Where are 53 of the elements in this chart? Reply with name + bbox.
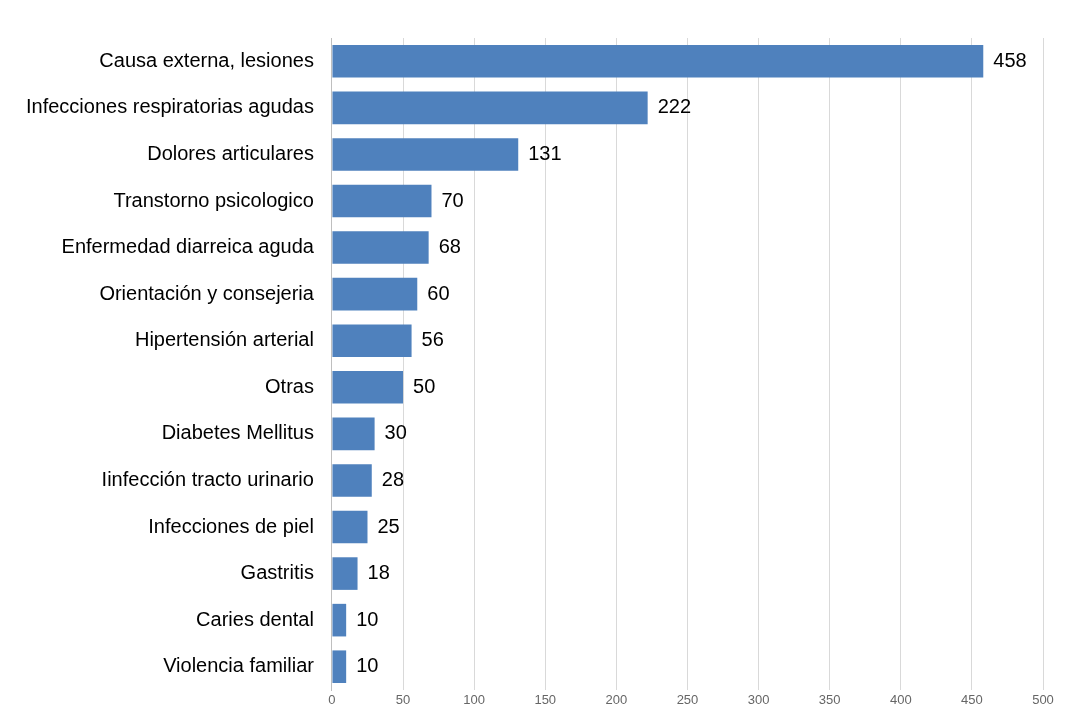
data-label: 458	[993, 48, 1027, 71]
data-label: 222	[657, 95, 692, 118]
y-tick-label: Violencia familiar	[163, 654, 315, 677]
bar	[332, 603, 347, 637]
data-label: 70	[441, 188, 464, 211]
data-label: 25	[377, 514, 400, 537]
x-tick-label: 200	[605, 692, 628, 708]
x-tick-label: 250	[676, 692, 699, 708]
x-tick-label: 100	[463, 692, 485, 708]
y-tick-label: Infecciones de piel	[148, 514, 314, 537]
x-tick-label: 50	[395, 692, 411, 708]
bar	[332, 231, 429, 264]
y-tick-label: Gastritis	[240, 561, 314, 584]
data-label: 28	[381, 467, 405, 490]
bar	[332, 557, 358, 590]
data-label: 60	[427, 281, 450, 304]
x-tick-label: 500	[1032, 692, 1054, 708]
data-label: 10	[356, 607, 379, 630]
data-label: 131	[528, 141, 562, 164]
bar	[332, 44, 984, 78]
x-tick-label: 300	[747, 692, 770, 708]
y-tick-label: Diabetes Mellitus	[161, 421, 314, 444]
bar	[332, 91, 648, 125]
x-tick-label: 0	[328, 692, 336, 708]
y-tick-label: Causa externa, lesiones	[99, 48, 314, 71]
data-label: 50	[413, 374, 436, 397]
bar	[332, 324, 412, 358]
data-label: 18	[367, 561, 390, 584]
x-tick-label: 450	[961, 692, 983, 708]
y-tick-label: Infecciones respiratorias agudas	[25, 95, 314, 118]
y-tick-label: Orientación y consejeria	[99, 281, 315, 304]
y-tick-label: Caries dental	[196, 607, 314, 630]
y-tick-label: Dolores articulares	[147, 141, 314, 164]
x-tick-label: 400	[889, 692, 912, 708]
y-tick-label: Enfermedad diarreica aguda	[61, 235, 315, 258]
bar	[332, 417, 375, 451]
data-label: 56	[421, 328, 444, 351]
bar	[332, 184, 432, 218]
y-tick-label: Hipertensión arterial	[134, 328, 314, 351]
bar	[332, 370, 404, 404]
y-tick-label: Transtorno psicologico	[113, 188, 314, 211]
bar	[332, 138, 519, 171]
bar	[332, 650, 347, 684]
bar	[332, 277, 418, 311]
bar	[332, 464, 372, 497]
data-label: 30	[384, 421, 407, 444]
y-tick-label: Otras	[265, 374, 314, 397]
data-label: 68	[438, 235, 461, 258]
x-tick-label: 350	[818, 692, 841, 708]
data-label: 10	[356, 654, 379, 677]
y-tick-label: Iinfección tracto urinario	[101, 467, 314, 490]
x-tick-label: 150	[534, 692, 557, 708]
bar	[332, 510, 368, 544]
